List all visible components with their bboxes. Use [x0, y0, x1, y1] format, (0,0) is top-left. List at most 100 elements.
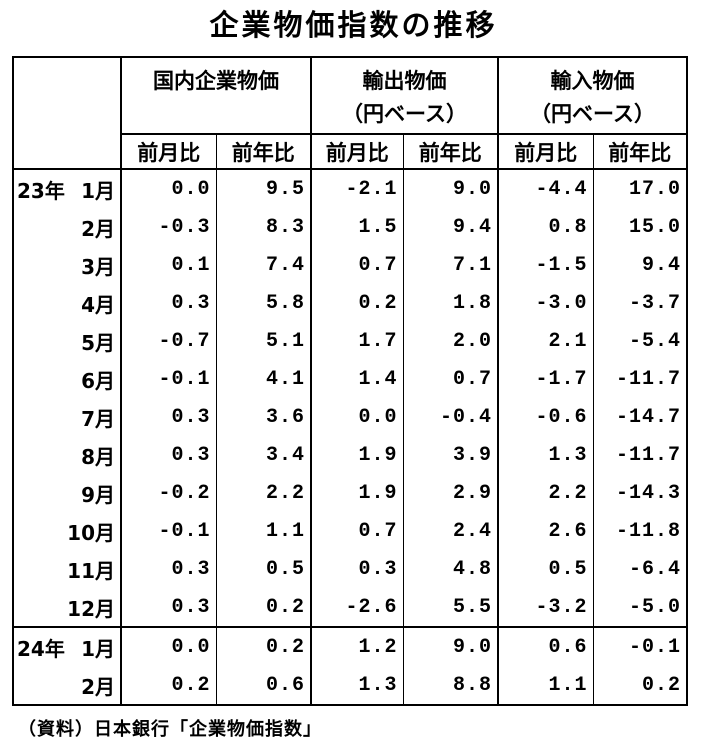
- value-cell: -0.2: [121, 474, 217, 512]
- table-row: 12月 0.3 0.2 -2.6 5.5 -3.2 -5.0: [13, 588, 687, 627]
- row-label-cell: 12月: [13, 588, 122, 627]
- value-cell: 0.0: [311, 398, 404, 436]
- value-cell: 0.3: [311, 550, 404, 588]
- value-cell: 1.8: [403, 284, 500, 322]
- value-cell: -5.4: [629, 329, 682, 353]
- value-cell: 0.7: [311, 246, 404, 284]
- value-cell: -11.7: [616, 443, 682, 467]
- sub-header-mom: 前月比: [311, 134, 404, 170]
- source-note: （資料）日本銀行「企業物価指数」: [18, 719, 322, 740]
- group-header-domestic: 国内企業物価: [121, 57, 312, 135]
- value-cell: 7.4: [216, 246, 312, 284]
- value-cell: -1.7: [498, 360, 594, 398]
- group-header-line2: （円ベース）: [530, 102, 655, 126]
- value-cell: 0.0: [121, 169, 217, 208]
- value-cell: 2.1: [498, 322, 594, 360]
- row-label-cell: 8月: [13, 436, 122, 474]
- value-cell: 1.3: [498, 436, 594, 474]
- table-row: 8月 0.3 3.4 1.9 3.9 1.3 -11.7: [13, 436, 687, 474]
- month-label: 11月: [67, 558, 115, 583]
- row-label-cell: 2月: [13, 666, 122, 705]
- value-cell: -6.4: [629, 557, 682, 581]
- value-cell: -0.3: [121, 208, 217, 246]
- sub-header-yoy: 前年比: [403, 134, 500, 170]
- value-cell: 0.3: [121, 550, 217, 588]
- value-cell: 1.1: [498, 666, 594, 705]
- month-label: 3月: [81, 254, 115, 279]
- table-row: 3月 0.1 7.4 0.7 7.1 -1.5 9.4: [13, 246, 687, 284]
- value-cell: 0.2: [216, 588, 312, 627]
- cgpi-table: 国内企業物価 輸出物価 （円ベース） 輸入物価 （円ベース） 前月比 前年比 前…: [12, 56, 689, 706]
- row-label-cell: 10月: [13, 512, 122, 550]
- value-cell: 1.9: [311, 474, 404, 512]
- value-cell: 1.9: [311, 436, 404, 474]
- month-label: 1月: [81, 178, 115, 203]
- value-cell: 5.5: [403, 588, 500, 627]
- table-row: 4月 0.3 5.8 0.2 1.8 -3.0 -3.7: [13, 284, 687, 322]
- value-cell: -1.5: [498, 246, 594, 284]
- sub-header-mom: 前月比: [121, 134, 217, 170]
- value-cell: -5.0: [629, 595, 682, 619]
- table-row: 23年 1月 0.0 9.5 -2.1 9.0 -4.4 17.0: [13, 169, 687, 208]
- value-cell: 0.2: [311, 284, 404, 322]
- value-cell: 9.4: [403, 208, 500, 246]
- value-cell: 3.6: [216, 398, 312, 436]
- value-cell: 8.3: [216, 208, 312, 246]
- row-label-cell: 24年 1月: [13, 626, 122, 666]
- table-row: 2月 -0.3 8.3 1.5 9.4 0.8 15.0: [13, 208, 687, 246]
- value-cell: 0.3: [121, 284, 217, 322]
- value-cell: 1.5: [311, 208, 404, 246]
- month-label: 9月: [81, 482, 115, 507]
- group-header-line1: 輸出物価: [362, 69, 447, 93]
- row-label-cell: 3月: [13, 246, 122, 284]
- month-label: 5月: [81, 330, 115, 355]
- row-label-cell: 23年 1月: [13, 169, 122, 208]
- row-label-cell: 4月: [13, 284, 122, 322]
- month-label: 4月: [81, 292, 115, 317]
- value-cell: -14.7: [616, 405, 682, 429]
- sub-header-row: 前月比 前年比 前月比 前年比 前月比 前年比: [13, 134, 688, 170]
- table-header: 国内企業物価 輸出物価 （円ベース） 輸入物価 （円ベース） 前月比 前年比 前…: [13, 57, 688, 170]
- row-label-cell: 7月: [13, 398, 122, 436]
- year-label: 23年: [17, 178, 65, 203]
- row-label-cell: 6月: [13, 360, 122, 398]
- value-cell: 2.6: [498, 512, 594, 550]
- value-cell: 1.2: [311, 626, 404, 666]
- row-label-cell: 5月: [13, 322, 122, 360]
- value-cell: 0.6: [498, 626, 594, 666]
- group-header-import: 輸入物価 （円ベース）: [498, 57, 688, 135]
- table-row: 7月 0.3 3.6 0.0 -0.4 -0.6 -14.7: [13, 398, 687, 436]
- month-label: 6月: [81, 368, 115, 393]
- value-cell: 7.1: [403, 246, 500, 284]
- table-row: 11月 0.3 0.5 0.3 4.8 0.5 -6.4: [13, 550, 687, 588]
- table-row: 9月 -0.2 2.2 1.9 2.9 2.2 -14.3: [13, 474, 687, 512]
- group-header-export: 輸出物価 （円ベース）: [311, 57, 500, 135]
- value-cell: 3.4: [216, 436, 312, 474]
- group-header-line1: 国内企業物価: [153, 69, 279, 93]
- value-cell: 0.1: [121, 246, 217, 284]
- value-cell: -0.4: [403, 398, 500, 436]
- value-cell: -14.3: [616, 481, 682, 505]
- value-cell: 5.1: [216, 322, 312, 360]
- value-cell: 0.5: [498, 550, 594, 588]
- value-cell: 4.1: [216, 360, 312, 398]
- value-cell: 9.0: [403, 169, 500, 208]
- group-header-row: 国内企業物価 輸出物価 （円ベース） 輸入物価 （円ベース）: [13, 57, 688, 170]
- value-cell: -3.2: [498, 588, 594, 627]
- value-cell: 9.0: [403, 626, 500, 666]
- table-row: 2月 0.2 0.6 1.3 8.8 1.1 0.2: [13, 666, 687, 705]
- page-title: 企業物価指数の推移: [209, 8, 498, 42]
- value-cell: 0.8: [498, 208, 594, 246]
- value-cell: 0.6: [216, 666, 312, 705]
- month-label: 7月: [81, 406, 115, 431]
- value-cell: 1.4: [311, 360, 404, 398]
- value-cell: -11.7: [616, 367, 682, 391]
- value-cell: 9.5: [216, 169, 312, 208]
- value-cell: 9.4: [642, 253, 682, 277]
- corner-cell: [13, 57, 122, 170]
- value-cell: -0.1: [593, 626, 688, 666]
- value-cell: -0.1: [121, 360, 217, 398]
- group-header-line2: [122, 98, 310, 131]
- value-cell: 0.2: [642, 673, 682, 697]
- value-cell: -2.1: [311, 169, 404, 208]
